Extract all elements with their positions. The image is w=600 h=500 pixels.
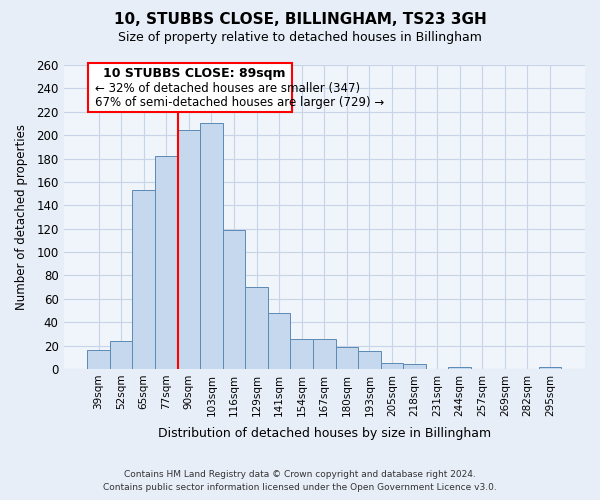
Bar <box>403 364 426 369</box>
Bar <box>335 346 358 369</box>
X-axis label: Distribution of detached houses by size in Billingham: Distribution of detached houses by size … <box>158 427 491 440</box>
Bar <box>313 338 335 369</box>
Bar <box>178 130 200 369</box>
Bar <box>290 338 313 369</box>
Bar <box>110 341 133 369</box>
Bar <box>133 190 155 369</box>
Bar <box>223 230 245 369</box>
Bar <box>358 352 381 369</box>
Text: 67% of semi-detached houses are larger (729) →: 67% of semi-detached houses are larger (… <box>95 96 385 109</box>
Y-axis label: Number of detached properties: Number of detached properties <box>15 124 28 310</box>
Bar <box>381 363 403 369</box>
Bar <box>245 287 268 369</box>
Bar <box>448 366 471 369</box>
FancyBboxPatch shape <box>88 62 292 112</box>
Text: 10, STUBBS CLOSE, BILLINGHAM, TS23 3GH: 10, STUBBS CLOSE, BILLINGHAM, TS23 3GH <box>113 12 487 28</box>
Text: 10 STUBBS CLOSE: 89sqm: 10 STUBBS CLOSE: 89sqm <box>103 66 286 80</box>
Bar <box>200 124 223 369</box>
Text: ← 32% of detached houses are smaller (347): ← 32% of detached houses are smaller (34… <box>95 82 360 95</box>
Text: Size of property relative to detached houses in Billingham: Size of property relative to detached ho… <box>118 31 482 44</box>
Bar <box>539 366 561 369</box>
Bar <box>87 350 110 369</box>
Bar <box>268 313 290 369</box>
Bar <box>155 156 178 369</box>
Text: Contains HM Land Registry data © Crown copyright and database right 2024.
Contai: Contains HM Land Registry data © Crown c… <box>103 470 497 492</box>
